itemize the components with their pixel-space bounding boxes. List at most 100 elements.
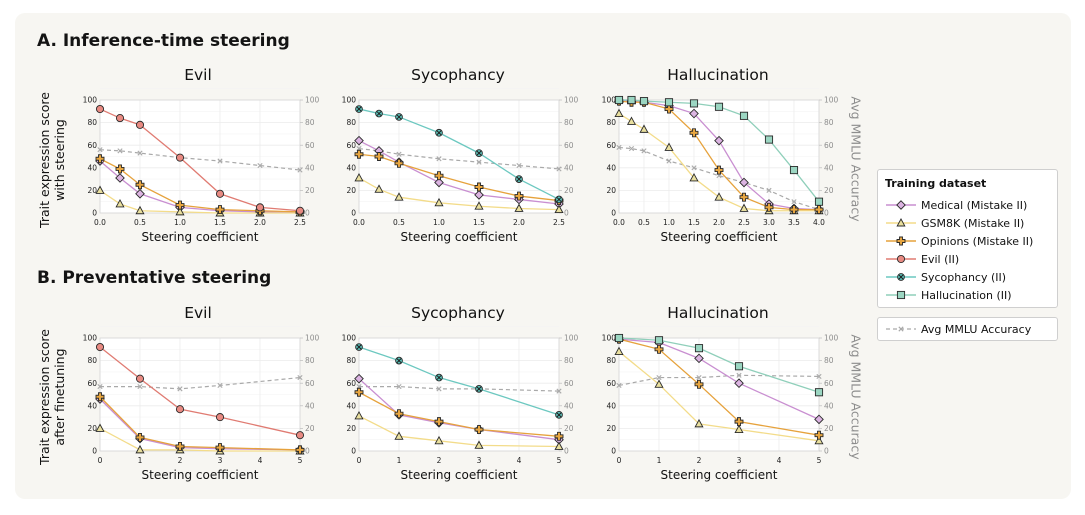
chart-a-hallucination: 0 0 20 20 40 40 60 60 80 80 100 100 0.0 0.5 1.0 1.5 2.0 2… <box>602 88 839 244</box>
y-tick-label: 40 <box>346 401 356 410</box>
data-point-hallucination-ii <box>639 97 649 106</box>
chart-title-b-sycophancy: Sycophancy <box>411 304 505 322</box>
y-tick-label: 100 <box>342 334 357 343</box>
data-point-gsm8k-mistake-ii <box>354 411 364 420</box>
y2-tick-label: 80 <box>305 118 315 127</box>
mmlu-point <box>696 374 702 381</box>
data-point-gsm8k-mistake-ii <box>614 346 624 356</box>
mmlu-line <box>618 146 820 211</box>
data-point-opinions-mistake-ii <box>374 152 384 161</box>
y2-tick-label: 20 <box>305 424 315 433</box>
data-point-opinions-mistake-ii <box>175 200 185 210</box>
y2-tick-label: 80 <box>305 356 315 365</box>
x-tick-label: 0.5 <box>393 218 405 227</box>
y-tick-label: 60 <box>346 379 356 388</box>
data-point-hallucination-ii <box>714 102 724 111</box>
data-point-opinions-mistake-ii <box>394 158 404 168</box>
x-tick-label: 1.5 <box>473 218 485 227</box>
data-point-gsm8k-mistake-ii <box>474 201 484 210</box>
data-point-gsm8k-mistake-ii <box>474 440 484 449</box>
data-point-opinions-mistake-ii <box>474 182 484 192</box>
mmlu-point <box>297 374 303 381</box>
legend-item-medical: Medical (Mistake II) <box>884 197 1027 213</box>
mmlu-point <box>217 158 223 164</box>
x-axis-label: Steering coefficient <box>142 468 259 482</box>
y-tick-label: 80 <box>87 118 97 127</box>
y-tick-label: 60 <box>87 379 97 388</box>
x-tick-label: 5 <box>557 456 562 465</box>
legend-title: Training dataset <box>885 177 987 190</box>
legend-mmlu: Avg MMLU Accuracy <box>877 317 1058 341</box>
x-tick-label: 2.5 <box>294 218 306 227</box>
series-evil-ii <box>95 104 305 215</box>
legend-marker-medical <box>886 200 916 210</box>
x-tick-label: 3.0 <box>763 218 775 227</box>
legend-item-gsm8k: GSM8K (Mistake II) <box>884 215 1024 231</box>
data-point-opinions-mistake-ii <box>95 154 105 164</box>
x-tick-label: 0.0 <box>353 218 365 227</box>
mmlu-point <box>476 159 482 165</box>
y-tick-label: 40 <box>87 401 97 410</box>
y2-tick-label: 20 <box>564 186 574 195</box>
data-point-gsm8k-mistake-ii <box>554 441 564 450</box>
legend-marker-evil <box>886 254 916 264</box>
y2-tick-label: 80 <box>824 356 834 365</box>
series-line-gsm8k-mistake-ii <box>618 113 819 212</box>
data-point-gsm8k-mistake-ii <box>95 185 105 194</box>
data-point-gsm8k-mistake-ii <box>694 418 704 428</box>
data-point-evil-ii <box>295 431 305 440</box>
legend-label-evil: Evil (II) <box>921 252 960 266</box>
x-tick-label: 4 <box>777 456 782 465</box>
data-point-medical-mistake-ii <box>354 135 364 146</box>
data-point-evil-ii <box>215 189 225 198</box>
legend-symbol-medical-mistake-ii <box>896 200 906 210</box>
y2-tick-label: 0 <box>305 209 310 218</box>
data-point-hallucination-ii <box>814 388 824 397</box>
data-point-sycophancy-ii <box>395 113 403 121</box>
x-tick-label: 0.5 <box>638 218 650 227</box>
y-tick-label: 80 <box>346 356 356 365</box>
y-tick-label: 20 <box>87 186 97 195</box>
legend-symbol-hallucination-ii <box>896 290 906 300</box>
data-point-hallucination-ii <box>734 362 744 371</box>
mmlu-point <box>616 144 622 151</box>
data-point-medical-mistake-ii <box>689 108 699 119</box>
y-tick-label: 80 <box>606 356 616 365</box>
mmlu-point <box>656 374 662 381</box>
mmlu-point <box>396 384 402 390</box>
series-hallucination-ii <box>614 333 824 397</box>
plot-border <box>618 99 820 214</box>
data-point-sycophancy-ii <box>435 128 443 137</box>
y2-tick-label: 20 <box>305 186 315 195</box>
mmlu-point <box>97 147 103 153</box>
chart-title-a-hallucination: Hallucination <box>667 66 769 84</box>
x-tick-label: 3 <box>218 456 223 465</box>
x-tick-label: 0.0 <box>94 218 106 227</box>
x-tick-label: 2 <box>437 456 442 465</box>
mmlu-point <box>816 373 822 380</box>
y-tick-label: 60 <box>346 141 356 150</box>
data-point-gsm8k-mistake-ii <box>614 108 624 118</box>
data-point-opinions-mistake-ii <box>354 149 364 159</box>
data-point-opinions-mistake-ii <box>714 165 724 175</box>
series-sycophancy-ii <box>355 105 563 204</box>
x-tick-label: 3.5 <box>788 218 800 227</box>
x-tick-label: 4.0 <box>813 218 825 227</box>
data-point-opinions-mistake-ii <box>554 431 564 441</box>
x-tick-label: 3 <box>737 456 742 465</box>
series-hallucination-ii <box>614 95 824 206</box>
x-tick-label: 2 <box>178 456 183 465</box>
x-tick-label: 2.5 <box>553 218 565 227</box>
legend-label-mmlu: Avg MMLU Accuracy <box>921 322 1032 336</box>
data-point-gsm8k-mistake-ii <box>814 435 824 445</box>
data-point-gsm8k-mistake-ii <box>115 199 125 208</box>
data-point-opinions-mistake-ii <box>434 417 444 427</box>
y-tick-label: 0 <box>92 209 97 218</box>
mmlu-point <box>516 162 522 169</box>
legend-label-medical: Medical (Mistake II) <box>921 198 1028 212</box>
y2-tick-label: 20 <box>564 424 574 433</box>
data-point-opinions-mistake-ii <box>115 164 125 174</box>
data-point-evil-ii <box>255 203 265 212</box>
mmlu-point <box>556 388 562 394</box>
section-a-title: A. Inference-time steering <box>37 31 290 51</box>
